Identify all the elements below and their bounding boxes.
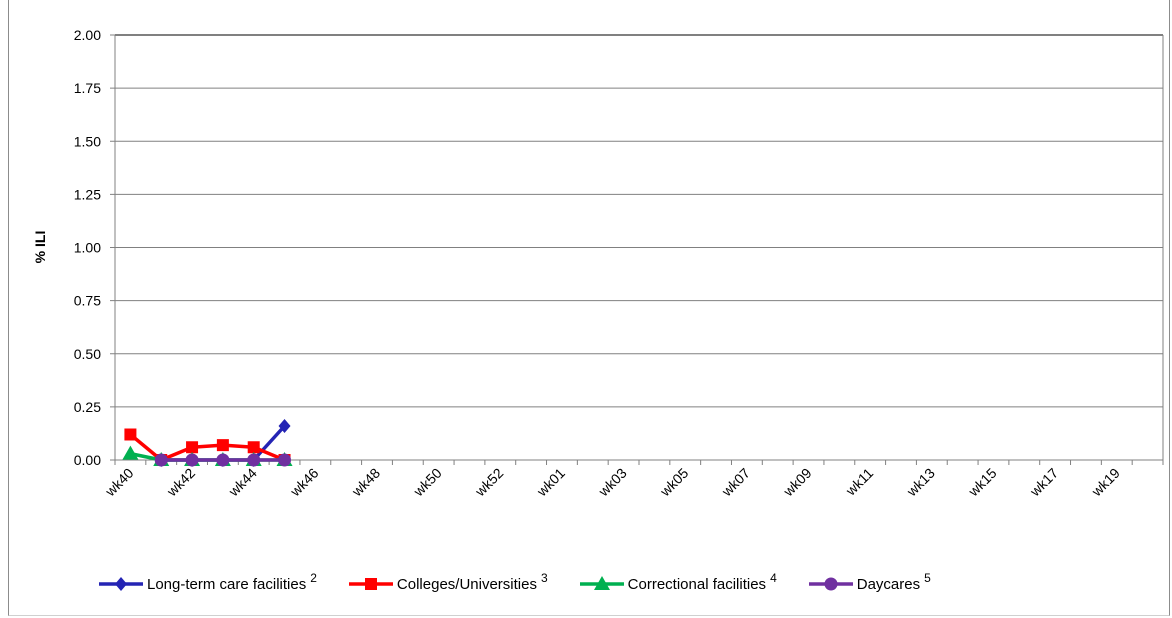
y-axis-ticks: 0.00 0.25 0.50 0.75 1.00 1.25 1.50 1.75 2.00	[74, 27, 115, 468]
x-tick-label: wk48	[348, 465, 383, 500]
x-tick-label: wk15	[964, 465, 999, 500]
legend-label: Colleges/Universities	[396, 575, 537, 593]
line-chart: 0.00 0.25 0.50 0.75 1.00 1.25 1.50 1.75 2.00 wk4…	[32, 27, 1164, 500]
data-point	[122, 445, 139, 460]
legend-swatch	[99, 577, 143, 591]
y-tick-label: 1.00	[74, 240, 101, 256]
data-point	[154, 453, 168, 467]
legend-label: Long-term care facilities	[147, 575, 307, 593]
legend: Long-term care facilities 2 Colleges/Unive…	[97, 567, 961, 601]
x-tick-label: wk17	[1026, 465, 1061, 500]
x-tick-label: wk09	[780, 465, 815, 500]
data-point	[124, 428, 137, 441]
x-tick-label: wk46	[286, 465, 321, 500]
legend-swatch	[348, 578, 393, 590]
legend-item: Daycares 5	[807, 571, 931, 594]
y-tick-label: 0.50	[74, 346, 101, 362]
legend-footnote: 5	[924, 571, 931, 585]
x-tick-label: wk40	[101, 465, 136, 500]
legend-item: Colleges/Universities 3	[347, 571, 548, 594]
x-tick-label: wk50	[410, 465, 445, 500]
x-tick-label: wk03	[595, 465, 630, 500]
x-tick-label: wk52	[471, 465, 506, 500]
data-point	[278, 419, 291, 433]
x-tick-label: wk19	[1088, 465, 1123, 500]
legend-footnote: 2	[310, 571, 317, 585]
data-point	[185, 453, 199, 467]
legend-item: Correctional facilities 4	[578, 571, 777, 594]
y-tick-label: 2.00	[74, 27, 101, 43]
series-layer	[122, 419, 293, 467]
data-point	[247, 441, 260, 454]
x-tick-label: wk44	[225, 465, 260, 500]
legend-footnote: 4	[770, 571, 777, 585]
y-tick-label: 0.25	[74, 399, 101, 415]
data-point	[216, 453, 230, 467]
data-point	[278, 453, 292, 467]
legend-swatch	[808, 577, 853, 591]
legend-label: Daycares	[856, 575, 921, 593]
legend-item: Long-term care facilities 2	[97, 571, 317, 594]
x-tick-label: wk42	[163, 465, 198, 500]
legend-marker	[115, 577, 127, 591]
gridlines	[114, 34, 1164, 461]
chart-frame	[8, 0, 1170, 616]
data-point	[216, 439, 229, 452]
x-tick-label: wk05	[656, 465, 691, 500]
legend-label: Correctional facilities	[627, 575, 767, 593]
data-point	[247, 453, 261, 467]
x-tick-label: wk07	[718, 465, 753, 500]
legend-swatch	[579, 576, 624, 590]
y-tick-label: 1.50	[74, 133, 101, 149]
x-tick-label: wk01	[533, 465, 568, 500]
legend-marker	[824, 577, 838, 591]
y-tick-label: 1.25	[74, 186, 101, 202]
x-tick-label: wk11	[842, 465, 877, 500]
legend-marker	[593, 576, 610, 590]
x-tick-label: wk13	[903, 465, 938, 500]
legend-footnote: 3	[540, 571, 548, 585]
y-tick-label: 0.00	[74, 452, 101, 468]
series-circle	[154, 453, 292, 467]
data-point	[186, 441, 199, 454]
y-tick-label: 0.75	[74, 293, 101, 309]
legend-marker	[364, 578, 377, 590]
y-tick-label: 1.75	[74, 80, 101, 96]
series-line	[129, 433, 286, 462]
y-axis-label: % ILI	[32, 231, 48, 264]
